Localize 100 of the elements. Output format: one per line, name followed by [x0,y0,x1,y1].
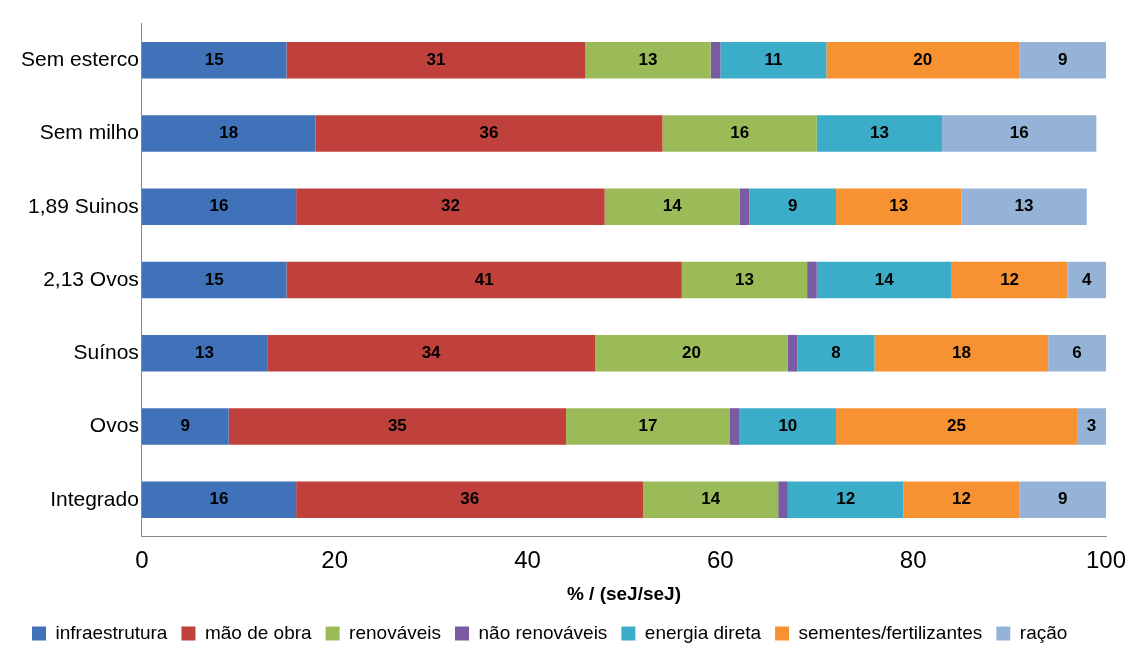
x-tick-label: 100 [1085,546,1127,574]
bar [604,188,740,226]
bar [816,115,943,152]
data-label: 13 [869,123,889,143]
bar [585,41,711,79]
data-label: 10 [778,416,798,436]
data-label: 25 [947,416,967,436]
data-label: 9 [180,416,190,436]
bar [826,41,1020,79]
bar [141,41,287,79]
bar [739,188,750,226]
data-label: 9 [787,196,798,216]
data-label: 15 [204,269,224,289]
x-axis-title: % / (seJ/seJ) [566,582,681,604]
bar [566,408,730,445]
legend-label: não renováveis [478,621,608,643]
y-tick-label: 2,13 Ovos [43,266,139,290]
data-label: 12 [1000,269,1020,289]
bar [1019,41,1106,79]
legend-label: renováveis [349,621,442,643]
bar [286,41,586,79]
bar [296,188,605,226]
data-label: 14 [874,269,895,289]
y-tick-label: Sem milho [39,120,139,144]
bar [951,261,1068,299]
legend-label: infraestrutura [55,621,168,643]
y-tick-label: Integrado [50,486,139,510]
bar [787,334,798,372]
bar [141,481,297,519]
bar [942,115,1097,152]
bar [595,334,788,372]
bar [710,41,721,79]
bar [643,481,779,519]
data-label: 9 [1057,49,1068,69]
bar [836,408,1078,445]
data-label: 9 [1057,489,1068,509]
bar [807,261,817,299]
bar [778,481,788,519]
bar [662,115,817,152]
y-tick-label: Sem esterco [20,47,139,71]
bar [141,334,268,372]
data-label: 13 [734,269,754,289]
bar [1077,408,1106,445]
y-tick-label: Suínos [73,340,139,364]
bar [836,188,962,226]
legend-label: sementes/fertilizantes [798,621,983,643]
bar [1067,261,1106,299]
x-tick-label: 40 [514,546,541,574]
data-label: 13 [195,342,215,362]
data-label: 36 [460,489,480,509]
data-label: 35 [387,416,407,436]
data-label: 17 [638,416,658,436]
data-label: 34 [421,342,442,362]
data-label: 8 [831,342,841,362]
bar [141,261,287,299]
data-label: 16 [209,489,229,509]
bar [141,188,297,226]
bar [267,334,596,372]
x-tick-label: 20 [321,546,349,574]
data-label: 20 [681,342,701,362]
x-tick-label: 80 [899,546,927,574]
data-label: 18 [951,342,971,362]
y-tick-label: 1,89 Suinos [27,193,139,217]
bar [296,481,644,519]
data-label: 18 [219,123,239,143]
bar [903,481,1020,519]
data-label: 13 [1014,196,1034,216]
bar [961,188,1087,226]
data-label: 16 [1009,123,1029,143]
x-tick-label: 0 [135,546,149,574]
bar [874,334,1049,372]
data-label: 41 [474,269,494,289]
bar [797,334,875,372]
bar [729,408,740,445]
bar [739,408,837,445]
data-label: 20 [913,49,933,69]
data-label: 13 [889,196,909,216]
legend-label: ração [1019,621,1068,643]
data-label: 13 [638,49,658,69]
bar [749,188,837,226]
bar [816,261,952,299]
bar [1048,334,1106,372]
data-label: 15 [204,49,224,69]
data-label: 12 [951,489,971,509]
data-label: 14 [662,196,683,216]
data-label: 16 [209,196,229,216]
data-label: 3 [1086,416,1097,436]
data-label: 16 [730,123,750,143]
bar [228,408,567,445]
x-tick-label: 60 [707,546,734,574]
data-label: 4 [1081,269,1092,289]
bar [1019,481,1106,519]
bar [141,408,229,445]
legend-label: energia direta [644,621,762,643]
data-label: 11 [764,49,783,69]
bar [141,115,316,152]
data-label: 32 [440,196,460,216]
bar [315,115,663,152]
data-label: 12 [836,489,856,509]
data-label: 31 [426,49,446,69]
